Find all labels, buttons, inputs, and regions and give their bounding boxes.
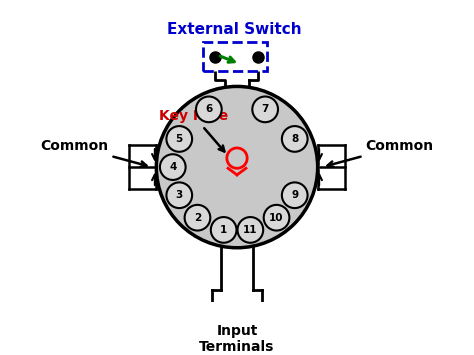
Text: 8: 8 (291, 134, 298, 144)
Text: External Switch: External Switch (167, 22, 302, 37)
Circle shape (282, 126, 308, 152)
Text: Common: Common (40, 139, 146, 167)
Text: 1: 1 (220, 225, 227, 235)
Circle shape (166, 182, 192, 208)
Bar (203, 42, 267, 71)
Circle shape (166, 126, 192, 152)
Text: Common: Common (328, 139, 434, 167)
Text: 5: 5 (176, 134, 183, 144)
Circle shape (237, 217, 263, 243)
Text: 4: 4 (169, 162, 176, 172)
Circle shape (196, 97, 222, 122)
Circle shape (184, 205, 210, 230)
Text: 7: 7 (262, 104, 269, 114)
Circle shape (156, 86, 318, 248)
Circle shape (282, 182, 308, 208)
Text: 2: 2 (194, 213, 201, 223)
Text: Key Hole: Key Hole (159, 109, 228, 152)
Circle shape (256, 307, 268, 320)
Text: 11: 11 (243, 225, 257, 235)
Text: 9: 9 (291, 190, 298, 200)
Circle shape (160, 154, 186, 180)
Text: 10: 10 (269, 213, 284, 223)
Circle shape (264, 205, 290, 230)
Circle shape (211, 217, 237, 243)
Circle shape (206, 307, 218, 320)
Circle shape (252, 97, 278, 122)
Text: Input
Terminals: Input Terminals (199, 324, 275, 354)
Text: 3: 3 (176, 190, 183, 200)
Text: 6: 6 (205, 104, 212, 114)
